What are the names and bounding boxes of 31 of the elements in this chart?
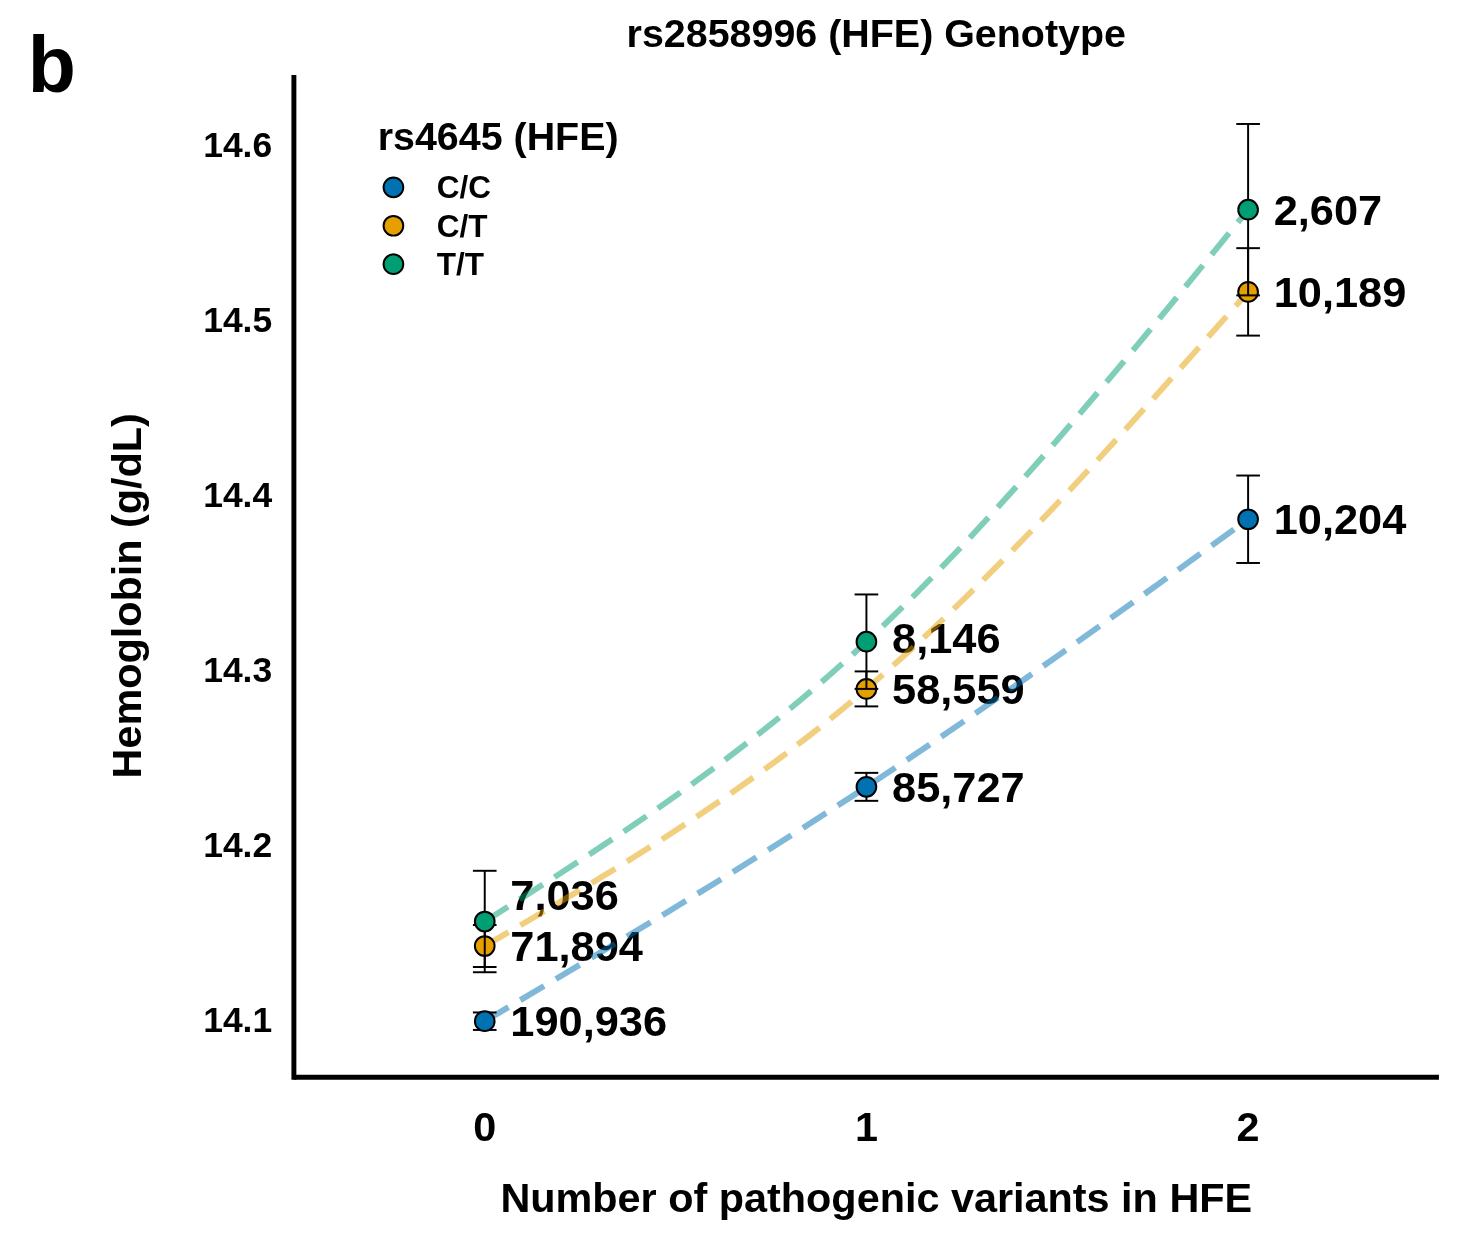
y-axis-title: Hemoglobin (g/dL) bbox=[104, 413, 151, 779]
annotation: 10,189 bbox=[1273, 268, 1407, 317]
y-tick-label: 14.4 bbox=[203, 475, 273, 516]
y-tick-label: 14.5 bbox=[203, 300, 273, 341]
annotation: 2,607 bbox=[1273, 185, 1383, 234]
y-tick-label: 14.1 bbox=[203, 999, 273, 1040]
y-tick-label: 14.3 bbox=[203, 650, 273, 691]
x-tick-label: 1 bbox=[854, 1104, 878, 1151]
point bbox=[1237, 508, 1259, 531]
point bbox=[473, 910, 496, 933]
annotation: 190,936 bbox=[510, 997, 668, 1046]
legend-label: C/C bbox=[436, 169, 492, 206]
legend-label: T/T bbox=[436, 246, 485, 283]
y-tick-label: 14.6 bbox=[203, 125, 273, 166]
point bbox=[855, 630, 878, 653]
annotation: 7,036 bbox=[510, 870, 619, 919]
annotation: 10,204 bbox=[1273, 495, 1407, 544]
point bbox=[855, 776, 878, 798]
annotation: 58,559 bbox=[892, 665, 1025, 714]
annotation: 8,146 bbox=[892, 613, 1001, 662]
annotation: 85,727 bbox=[892, 763, 1025, 812]
x-tick-label: 2 bbox=[1236, 1104, 1260, 1151]
text: b bbox=[27, 20, 76, 109]
annotation: 71,894 bbox=[510, 922, 643, 971]
y-tick-label: 14.2 bbox=[203, 824, 273, 865]
legend-title: rs4645 (HFE) bbox=[377, 113, 619, 158]
point bbox=[1237, 198, 1259, 221]
x-axis-title: Number of pathogenic variants in HFE bbox=[500, 1175, 1253, 1222]
x-tick-label: 0 bbox=[473, 1104, 497, 1151]
chart-title: rs2858996 (HFE) Genotype bbox=[626, 11, 1126, 56]
legend-label: C/T bbox=[436, 207, 488, 244]
